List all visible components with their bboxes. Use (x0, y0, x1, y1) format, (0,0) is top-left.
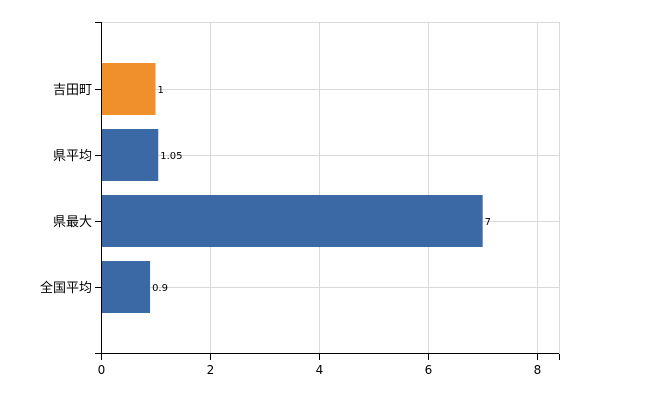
bar-3 (101, 261, 151, 313)
category-label-1: 県平均 (53, 149, 92, 164)
bar-0 (101, 63, 156, 115)
data-label-2: 7 (485, 217, 491, 228)
axis-layer (95, 22, 560, 360)
x-tick-label-4: 4 (316, 363, 324, 377)
grid-layer (101, 22, 560, 354)
label-layer: 1 吉田町 1.05 県平均 7 県最大 0.9 全国平均 0 2 4 6 8 (40, 83, 541, 377)
data-label-3: 0.9 (152, 283, 168, 294)
category-label-2: 県最大 (53, 215, 92, 230)
x-tick-label-8: 8 (534, 363, 542, 377)
x-tick-label-6: 6 (425, 363, 433, 377)
category-label-3: 全国平均 (40, 280, 92, 296)
bar-1 (101, 129, 159, 181)
data-label-0: 1 (158, 85, 164, 96)
bar-2 (101, 195, 483, 247)
bar-layer (101, 63, 483, 313)
category-label-0: 吉田町 (53, 83, 92, 98)
data-label-1: 1.05 (160, 151, 182, 162)
x-tick-label-2: 2 (207, 363, 215, 377)
x-tick-label-0: 0 (98, 363, 106, 377)
